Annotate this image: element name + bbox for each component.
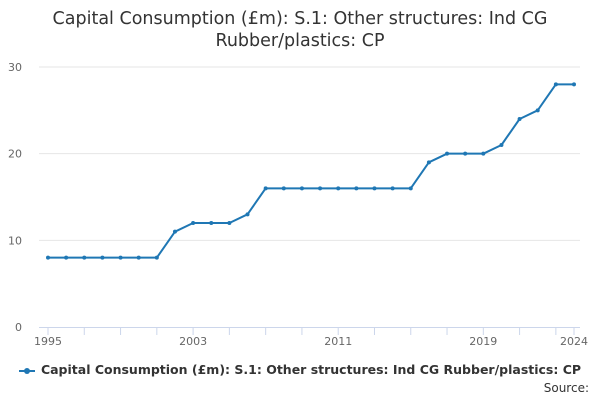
chart-title: Capital Consumption (£m): S.1: Other str… <box>0 8 600 52</box>
data-point-1995 <box>46 255 50 260</box>
data-point-2010 <box>318 186 323 191</box>
data-point-2003 <box>191 221 196 225</box>
data-point-2000 <box>136 255 141 260</box>
data-point-2016 <box>426 160 431 165</box>
data-point-2004 <box>209 221 214 225</box>
data-point-2005 <box>227 221 232 225</box>
data-point-2013 <box>372 186 377 191</box>
data-point-2002 <box>172 229 177 234</box>
data-point-2017 <box>445 151 450 156</box>
series-line-0 <box>47 83 575 259</box>
y-tick-label-10: 10 <box>8 234 22 247</box>
data-point-2011 <box>336 186 341 191</box>
x-tick-label-1995: 1995 <box>34 335 62 348</box>
data-point-2014 <box>390 186 395 191</box>
data-point-2019 <box>481 151 486 156</box>
y-tick-label-20: 20 <box>8 148 22 161</box>
y-tick-label-30: 30 <box>8 61 22 74</box>
data-point-2012 <box>354 186 359 191</box>
data-point-2009 <box>299 186 304 191</box>
data-point-1997 <box>82 255 87 260</box>
x-tick-label-2011: 2011 <box>324 335 352 348</box>
data-point-2001 <box>154 255 159 260</box>
data-point-1999 <box>118 255 123 260</box>
legend-line-marker-icon <box>18 366 35 376</box>
legend-label: Capital Consumption (£m): S.1: Other str… <box>40 362 582 377</box>
data-point-2024 <box>572 82 576 87</box>
data-point-2021 <box>517 117 522 121</box>
source-label: Source: <box>543 381 589 395</box>
data-point-1998 <box>100 255 105 260</box>
data-point-2023 <box>553 82 558 87</box>
x-tick-label-2003: 2003 <box>179 335 207 348</box>
y-tick-label-0: 0 <box>15 321 22 334</box>
data-point-1996 <box>64 255 69 260</box>
chart-legend[interactable]: Capital Consumption (£m): S.1: Other str… <box>0 362 600 377</box>
chart-title-line-2: Rubber/plastics: CP <box>215 31 385 51</box>
chart-title-line-1: Capital Consumption (£m): S.1: Other str… <box>52 9 548 29</box>
data-point-2008 <box>281 186 286 191</box>
data-point-2022 <box>535 108 540 113</box>
data-point-2018 <box>463 151 468 156</box>
data-point-2007 <box>263 186 268 191</box>
data-point-2020 <box>499 143 504 147</box>
data-point-2006 <box>245 212 250 217</box>
x-tick-label-2024: 2024 <box>560 335 588 348</box>
x-tick-label-2019: 2019 <box>469 335 497 348</box>
data-point-2015 <box>408 186 413 191</box>
